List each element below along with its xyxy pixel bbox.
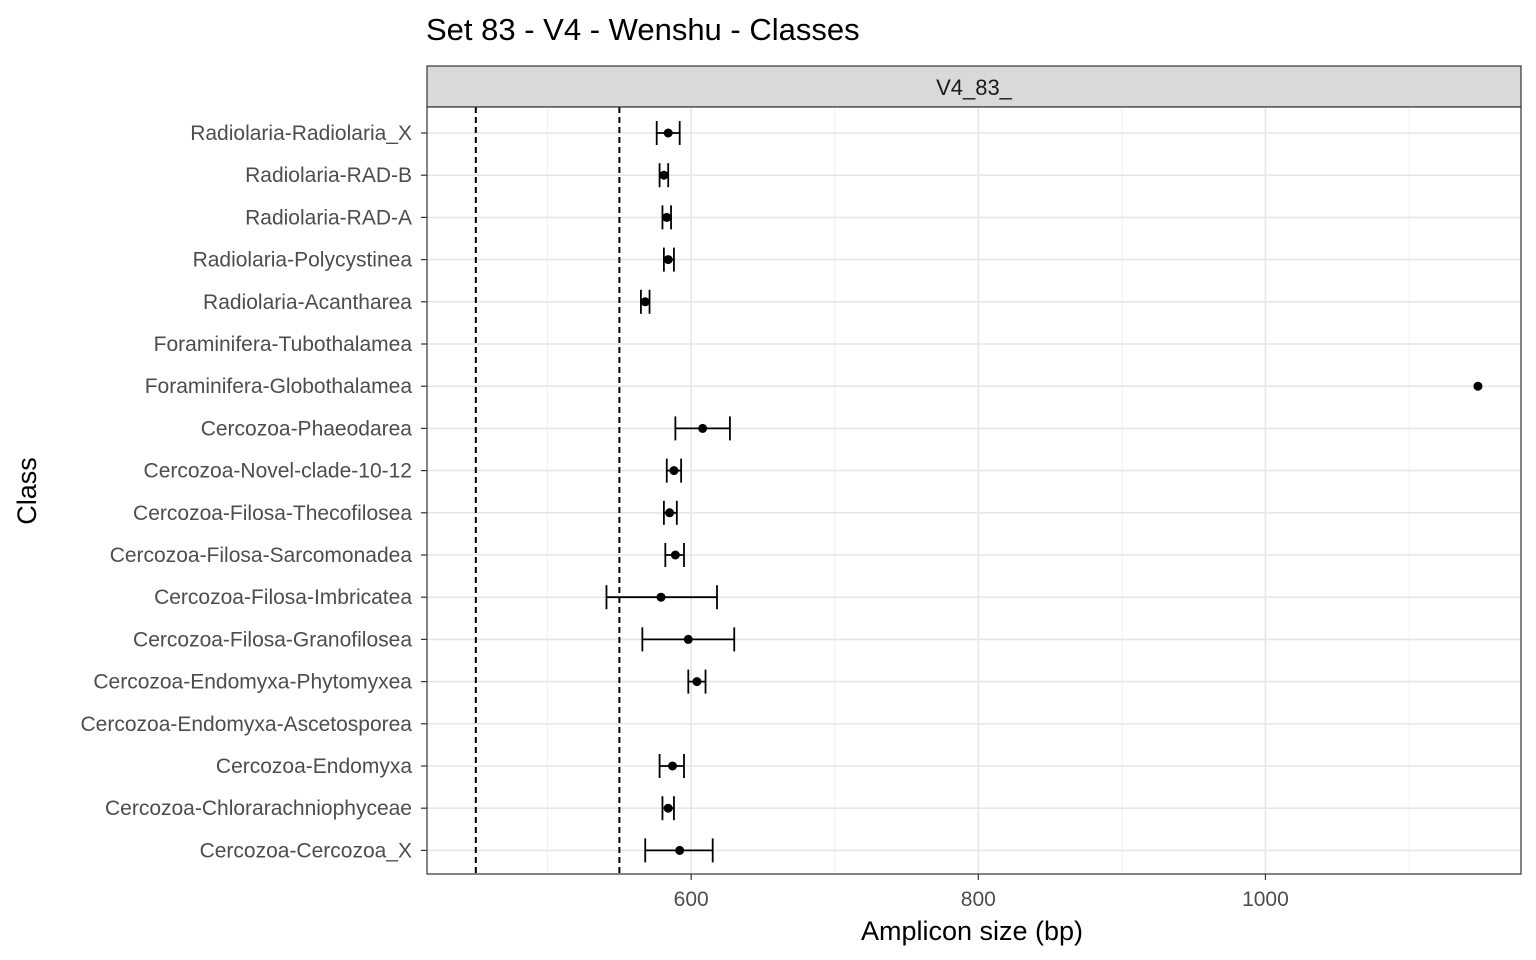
y-tick-label: Cercozoa-Endomyxa-Phytomyxea [93, 671, 412, 694]
data-point [663, 803, 673, 813]
data-point [1473, 381, 1483, 391]
x-tick-label: 800 [961, 888, 996, 911]
y-tick-label: Foraminifera-Tubothalamea [154, 333, 413, 356]
plot-panel [427, 107, 1521, 874]
data-point [659, 170, 669, 180]
y-tick-label: Cercozoa-Filosa-Imbricatea [154, 586, 412, 609]
y-axis-title: Class [12, 457, 42, 525]
y-tick-label: Radiolaria-RAD-B [245, 164, 412, 187]
data-point [665, 508, 675, 518]
data-point [663, 255, 673, 265]
x-tick-label: 600 [674, 888, 709, 911]
facet-label: V4_83_ [936, 75, 1013, 100]
facet-strip [426, 65, 1522, 108]
y-tick-label: Cercozoa-Endomyxa-Ascetosporea [81, 713, 413, 736]
y-tick-label: Cercozoa-Novel-clade-10-12 [144, 460, 412, 483]
data-point [640, 297, 650, 307]
y-tick-label: Radiolaria-Acantharea [203, 291, 412, 314]
y-tick-label: Cercozoa-Endomyxa [216, 755, 412, 778]
y-tick-label: Foraminifera-Globothalamea [145, 375, 413, 398]
data-point [669, 466, 679, 476]
y-tick-label: Cercozoa-Filosa-Sarcomonadea [110, 544, 413, 567]
data-marks [605, 121, 1483, 863]
data-point [670, 550, 680, 560]
y-tick-label: Cercozoa-Chlorarachniophyceae [105, 797, 412, 820]
data-point [675, 845, 685, 855]
panel-border [426, 106, 1522, 875]
data-point [668, 761, 678, 771]
data-point [662, 212, 672, 222]
y-tick-label: Cercozoa-Filosa-Thecofilosea [133, 502, 412, 525]
data-point [698, 423, 708, 433]
y-axis: Radiolaria-Radiolaria_X Radiolaria-RAD-B R… [81, 122, 427, 862]
chart-title: Set 83 - V4 - Wenshu - Classes [426, 12, 860, 47]
y-tick-label: Cercozoa-Phaeodarea [201, 417, 413, 440]
grid-lines [427, 107, 1521, 874]
data-point [692, 677, 702, 687]
data-point [663, 128, 673, 138]
reference-lines [474, 107, 621, 874]
x-tick-label: 1000 [1242, 888, 1289, 911]
x-axis: 600 800 1000 [674, 874, 1289, 911]
data-point [656, 592, 666, 602]
y-tick-label: Cercozoa-Cercozoa_X [200, 839, 412, 862]
x-axis-title: Amplicon size (bp) [861, 916, 1083, 946]
y-tick-label: Radiolaria-RAD-A [245, 206, 412, 229]
y-tick-label: Cercozoa-Filosa-Granofilosea [133, 628, 412, 651]
y-tick-label: Radiolaria-Polycystinea [193, 249, 413, 272]
data-point [683, 634, 693, 644]
y-tick-label: Radiolaria-Radiolaria_X [190, 122, 412, 145]
